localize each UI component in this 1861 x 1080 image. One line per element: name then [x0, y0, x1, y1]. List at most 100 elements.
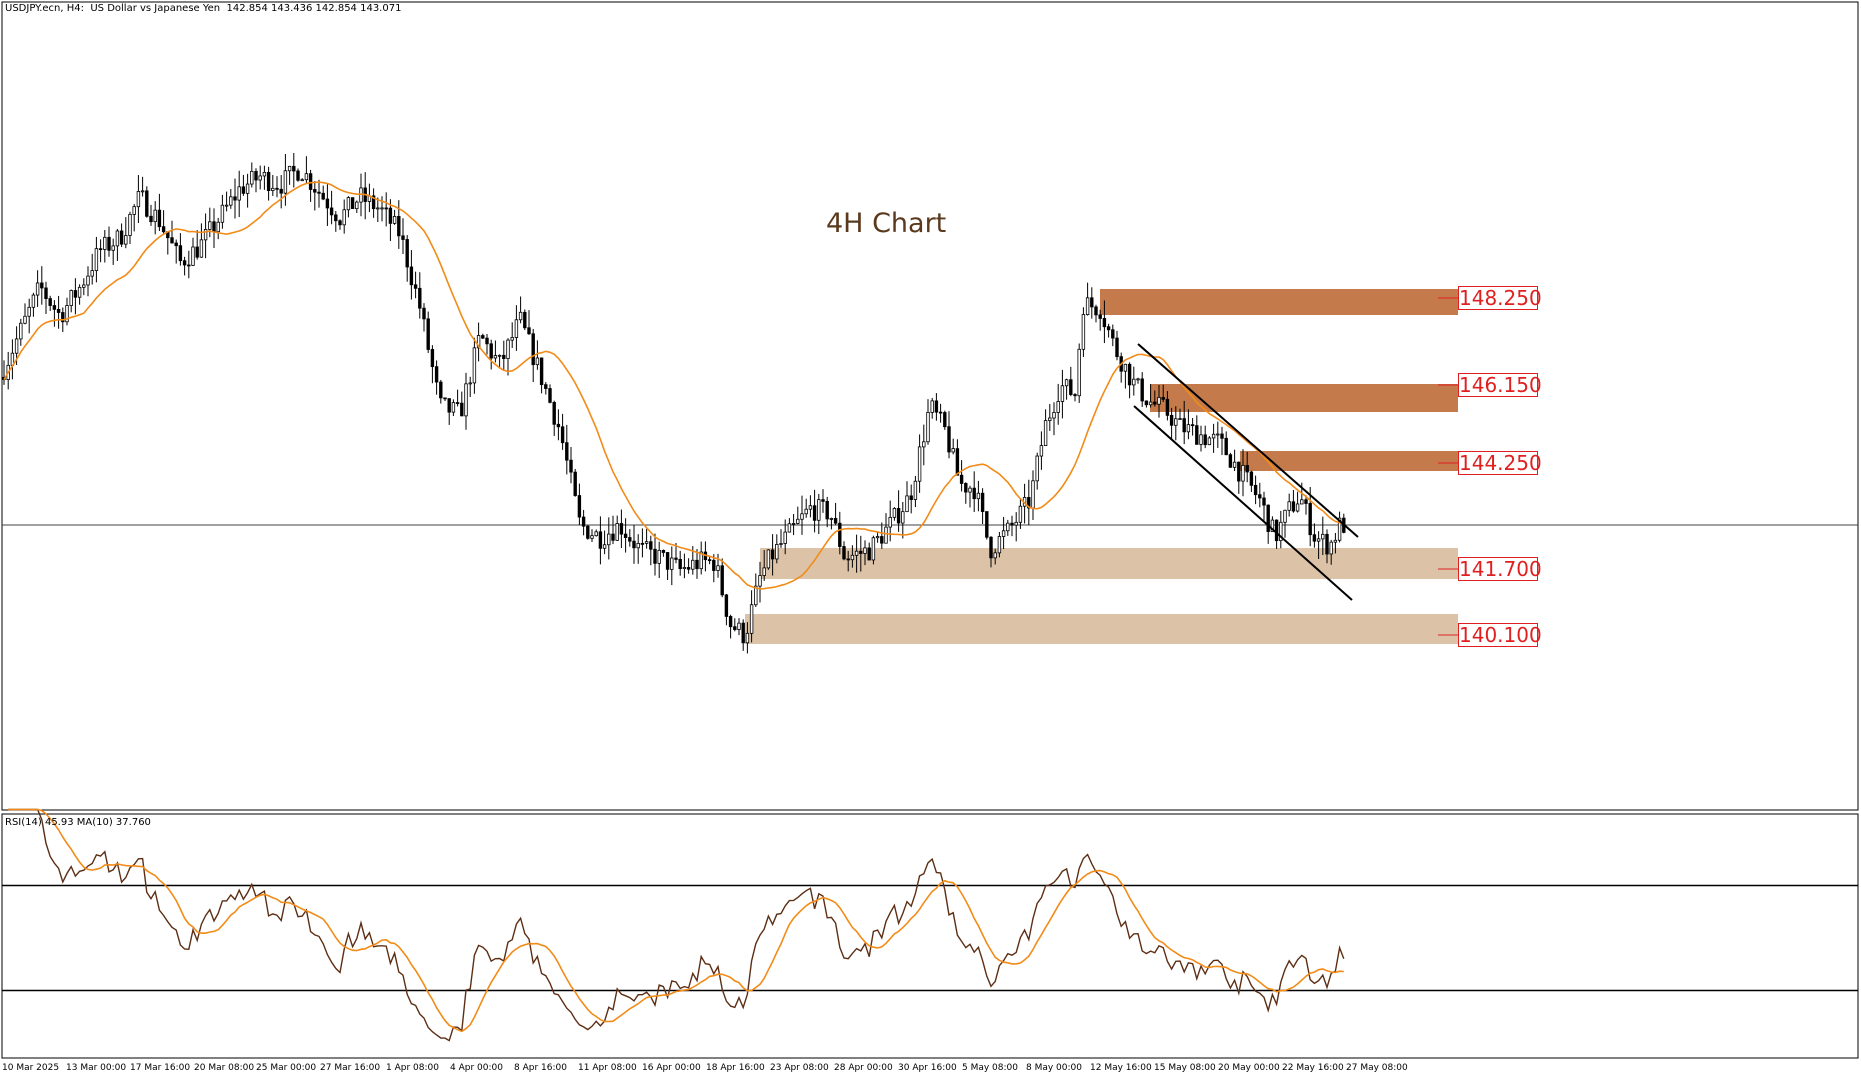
candle-body: [560, 426, 565, 444]
candle-body: [1115, 337, 1119, 358]
candle-body: [1308, 503, 1312, 536]
candle-body: [875, 536, 880, 539]
x-tick-label: 15 May 08:00: [1154, 1063, 1216, 1073]
candle-body: [1136, 378, 1140, 381]
candle-body: [1220, 433, 1224, 439]
candle-body: [279, 188, 283, 194]
candle-body: [107, 236, 111, 251]
candle-body: [829, 518, 834, 520]
candle-body: [82, 284, 86, 288]
candle-body: [35, 282, 40, 296]
candle-body: [241, 186, 246, 194]
candle-body: [52, 305, 57, 310]
candle-body: [136, 191, 141, 208]
candle-body: [61, 312, 65, 323]
candle-body: [871, 537, 876, 561]
candle-body: [854, 550, 859, 556]
candle-body: [208, 221, 212, 230]
resistance-zone-144250: [1240, 451, 1458, 471]
candle-body: [1199, 434, 1203, 445]
candle-body: [203, 229, 208, 241]
x-tick-label: 10 Mar 2025: [2, 1063, 60, 1073]
candle-body: [409, 266, 414, 286]
candle-body: [712, 559, 716, 571]
candle-body: [716, 565, 720, 571]
candle-body: [1178, 418, 1182, 421]
candle-body: [577, 495, 582, 518]
candle-body: [245, 183, 250, 194]
support-zone-140100: [745, 614, 1458, 644]
candle-body: [888, 516, 892, 528]
candle-body: [1010, 522, 1014, 526]
candle-body: [791, 523, 796, 525]
level-label-144250: 144.250: [1458, 451, 1542, 475]
x-tick-label: 8 Apr 16:00: [514, 1063, 567, 1073]
x-tick-label: 13 Mar 00:00: [66, 1063, 127, 1073]
candle-body: [1291, 501, 1296, 512]
candle-body: [594, 531, 598, 537]
candle-body: [758, 575, 762, 587]
candle-body: [661, 549, 666, 553]
candle-body: [640, 542, 645, 545]
candle-body: [985, 511, 989, 538]
candle-body: [434, 366, 439, 383]
x-tick-label: 5 May 08:00: [962, 1063, 1018, 1073]
candle-body: [1014, 521, 1018, 526]
candle-body: [443, 397, 447, 400]
candle-body: [115, 230, 120, 247]
candle-body: [1060, 385, 1065, 402]
candle-body: [1216, 433, 1220, 436]
x-tick-label: 20 Mar 08:00: [194, 1063, 255, 1073]
candle-body: [724, 594, 729, 617]
candle-body: [1321, 533, 1325, 540]
candle-body: [145, 190, 149, 217]
candle-body: [917, 446, 922, 482]
candle-body: [812, 505, 817, 521]
candle-body: [980, 492, 985, 512]
candle-body: [342, 209, 346, 226]
candle-body: [976, 492, 981, 500]
candle-body: [380, 207, 384, 210]
candle-body: [1203, 434, 1207, 446]
candle-body: [1140, 378, 1144, 402]
rsi-panel-border: [1, 813, 1859, 1059]
candle-body: [741, 622, 745, 644]
candle-body: [1001, 530, 1006, 537]
candle-body: [73, 290, 78, 298]
candle-body: [670, 557, 674, 570]
candle-body: [468, 382, 472, 385]
rsi-header: RSI(14) 45.93 MA(10) 37.760: [5, 817, 151, 828]
candle-body: [1031, 480, 1035, 509]
candle-body: [796, 518, 800, 524]
candle-body: [863, 547, 867, 554]
candle-body: [476, 335, 481, 349]
candle-body: [266, 171, 271, 191]
candle-body: [388, 207, 393, 224]
candle-body: [124, 235, 128, 245]
x-tick-label: 1 Apr 08:00: [386, 1063, 439, 1073]
candle-body: [749, 604, 754, 634]
candle-body: [586, 525, 590, 539]
x-tick-label: 12 May 16:00: [1090, 1063, 1152, 1073]
candle-body: [1287, 501, 1291, 511]
candle-body: [1329, 541, 1333, 555]
candle-body: [1085, 297, 1090, 316]
candle-body: [1312, 534, 1317, 542]
support-zone-141700: [760, 548, 1458, 579]
candle-body: [947, 426, 951, 453]
candle-body: [418, 287, 422, 309]
candle-body: [1127, 363, 1132, 386]
candle-body: [569, 459, 573, 473]
candle-body: [623, 533, 628, 538]
candle-body: [968, 487, 972, 493]
candle-body: [527, 327, 531, 335]
candle-body: [825, 500, 829, 520]
candle-body: [686, 567, 691, 570]
candle-body: [1333, 539, 1338, 543]
candle-body: [1102, 318, 1107, 328]
candle-body: [460, 402, 464, 417]
candle-body: [384, 207, 388, 210]
candle-body: [161, 226, 166, 233]
candle-body: [1069, 379, 1073, 395]
